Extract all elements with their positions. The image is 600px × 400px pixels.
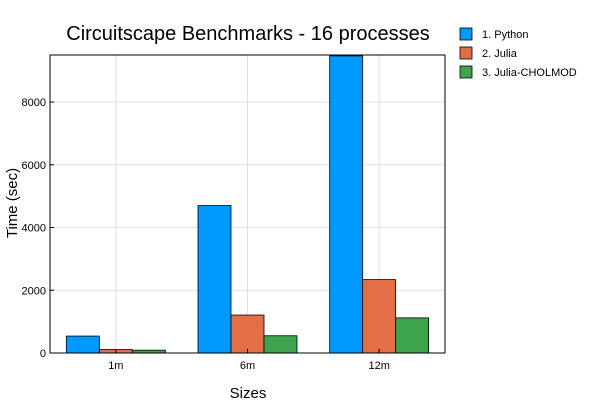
y-tick-label: 6000 <box>22 160 46 172</box>
bar-1-12m <box>329 55 364 354</box>
legend: 1. Python 2. Julia 3. Julia-CHOLMOD <box>459 27 577 79</box>
y-axis-label: Time (sec) <box>4 168 21 238</box>
legend-label: 2. Julia <box>482 48 518 60</box>
y-tick-label: 2000 <box>22 285 46 297</box>
x-axis-ticks: 1m 6m 12m <box>108 349 390 372</box>
chart-title: Circuitscape Benchmarks - 16 processes <box>66 23 429 45</box>
y-tick-label: 8000 <box>22 97 46 109</box>
legend-swatch <box>459 65 473 79</box>
bar-3-12m <box>395 317 430 354</box>
x-axis-label: Sizes <box>230 385 267 400</box>
bar-2-6m <box>230 314 265 354</box>
bar-2-12m <box>362 279 397 354</box>
bar-3-6m <box>263 335 298 354</box>
legend-label: 3. Julia-CHOLMOD <box>482 67 577 79</box>
legend-swatch <box>459 46 473 60</box>
bar-1-6m <box>197 205 232 354</box>
grid <box>50 55 445 354</box>
bar-1-1m <box>65 335 100 354</box>
y-tick-label: 0 <box>40 348 46 360</box>
y-tick-label: 4000 <box>22 223 46 235</box>
bars <box>65 55 430 354</box>
legend-label: 1. Python <box>482 29 528 41</box>
legend-swatch <box>459 27 473 41</box>
x-tick-label: 1m <box>108 360 123 372</box>
x-tick-label: 12m <box>368 360 389 372</box>
x-tick-label: 6m <box>240 360 255 372</box>
y-axis-ticks: 0 2000 4000 6000 8000 <box>22 97 54 360</box>
